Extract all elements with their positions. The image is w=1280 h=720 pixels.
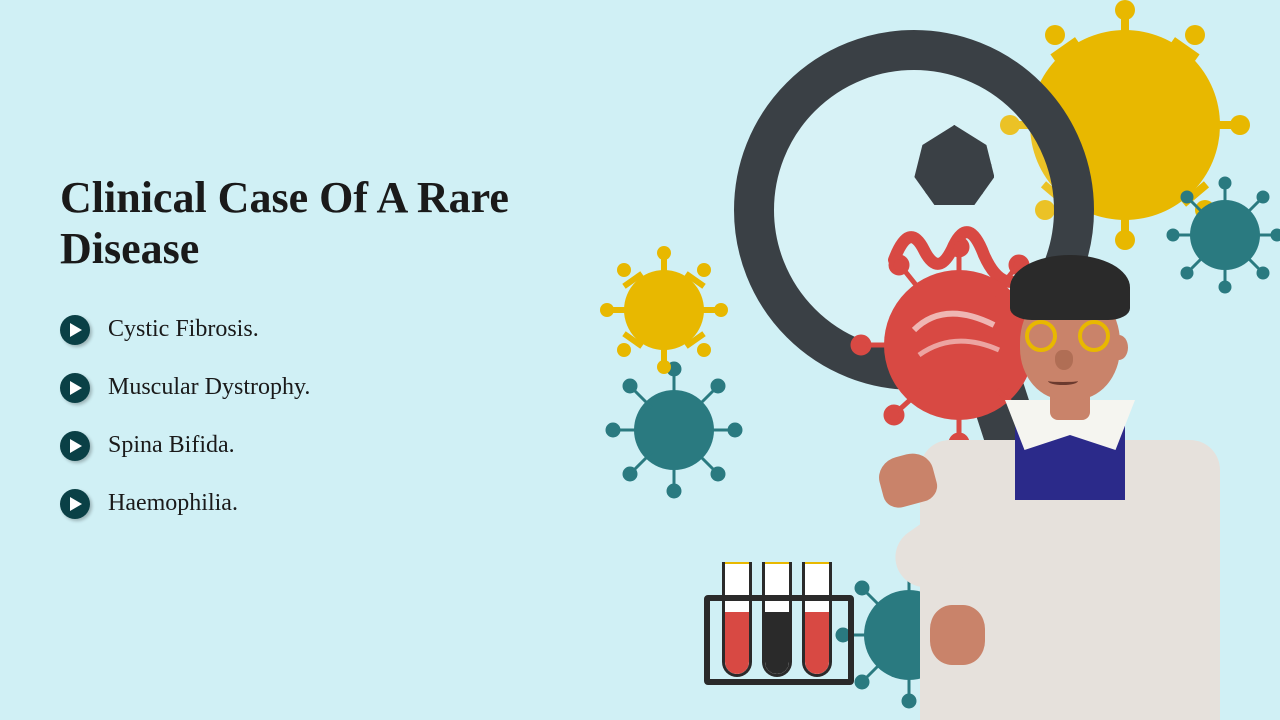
hair — [1010, 255, 1130, 320]
bullet-text: Spina Bifida. — [108, 432, 235, 459]
illustration-panel — [614, 0, 1280, 720]
bullet-item: Haemophilia. — [60, 489, 594, 519]
play-icon — [60, 489, 90, 519]
slide: Clinical Case Of A Rare Disease Cystic F… — [0, 0, 1280, 720]
scientist-icon — [900, 240, 1240, 720]
slide-title: Clinical Case Of A Rare Disease — [60, 173, 594, 274]
virus-yellow-icon — [624, 270, 704, 350]
hand-right — [930, 605, 985, 665]
ear — [1110, 335, 1128, 360]
play-icon — [60, 315, 90, 345]
bullet-text: Muscular Dystrophy. — [108, 374, 310, 401]
play-icon — [60, 373, 90, 403]
rack-frame — [704, 595, 854, 685]
test-tube-rack-icon — [704, 555, 854, 685]
mouth — [1048, 377, 1078, 385]
play-icon — [60, 431, 90, 461]
virus-dark-icon — [914, 125, 994, 205]
glasses-icon — [1025, 320, 1110, 350]
bullet-item: Spina Bifida. — [60, 431, 594, 461]
nose — [1055, 350, 1073, 370]
virus-teal-icon — [634, 390, 714, 470]
content-panel: Clinical Case Of A Rare Disease Cystic F… — [0, 173, 614, 546]
bullet-item: Cystic Fibrosis. — [60, 315, 594, 345]
bullet-text: Cystic Fibrosis. — [108, 316, 259, 343]
bullet-item: Muscular Dystrophy. — [60, 373, 594, 403]
bullet-list: Cystic Fibrosis. Muscular Dystrophy. Spi… — [60, 315, 594, 519]
bullet-text: Haemophilia. — [108, 490, 238, 517]
